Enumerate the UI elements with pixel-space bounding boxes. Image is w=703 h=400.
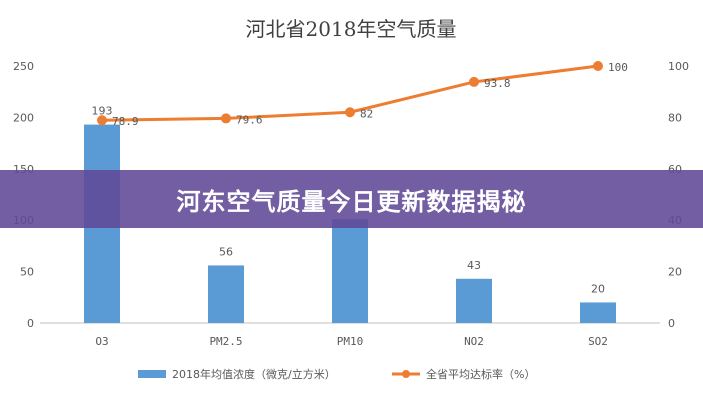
rate-data-label: 100 [608, 61, 628, 74]
rate-point [469, 76, 479, 87]
rate-point [593, 61, 603, 71]
y-left-tick-label: 250 [13, 60, 34, 73]
y-right-tick-label: 0 [668, 317, 675, 330]
headline-banner: 河东空气质量今日更新数据揭秘 [0, 170, 703, 228]
x-tick-label: PM2.5 [209, 335, 242, 348]
y-right-tick-label: 100 [668, 60, 689, 73]
bar-data-label: 56 [219, 245, 233, 258]
legend-line-marker [402, 370, 410, 378]
x-tick-label: PM10 [337, 335, 364, 348]
x-tick-label: NO2 [464, 335, 484, 348]
bar-pm25 [208, 265, 244, 323]
chart-title: 河北省2018年空气质量 [246, 17, 457, 41]
x-tick-label: SO2 [588, 335, 608, 348]
rate-data-label: 93.8 [484, 77, 511, 90]
y-left-tick-label: 50 [20, 266, 34, 279]
y-left-tick-label: 200 [13, 111, 34, 124]
rate-point [345, 107, 355, 118]
headline-text: 河东空气质量今日更新数据揭秘 [176, 187, 527, 216]
rate-data-label: 82 [360, 107, 373, 120]
bar-data-label: 43 [467, 259, 481, 272]
legend-bar-swatch [138, 370, 166, 378]
rate-data-label: 78.9 [112, 115, 139, 128]
x-tick-label: O3 [95, 335, 108, 348]
legend-line-label: 全省平均达标率（%） [426, 367, 535, 381]
legend-bar-label: 2018年均值浓度（微克/立方米） [172, 367, 336, 381]
bar-data-label: 20 [591, 282, 605, 295]
rate-point [97, 115, 107, 126]
bar-so2 [580, 302, 616, 323]
y-right-tick-label: 20 [668, 266, 682, 279]
rate-data-label: 79.6 [236, 113, 263, 126]
bar-data-label: 193 [92, 105, 113, 118]
bar-pm10 [332, 219, 368, 323]
rate-point [221, 113, 231, 124]
y-right-tick-label: 80 [668, 111, 682, 124]
bar-no2 [456, 278, 492, 323]
y-left-tick-label: 0 [27, 317, 34, 330]
